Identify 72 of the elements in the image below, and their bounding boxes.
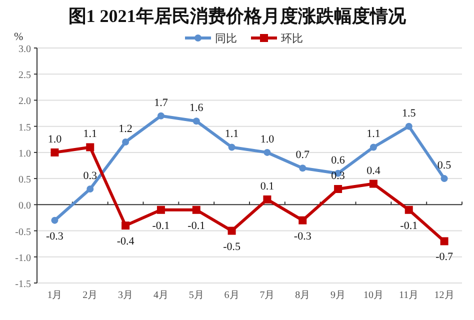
y-tick-label: 2.5	[18, 70, 31, 82]
data-label: 1.2	[118, 123, 132, 135]
y-tick-label: -1.5	[15, 279, 31, 290]
data-label: -0.1	[188, 220, 206, 232]
y-tick-label: 0.5	[18, 174, 31, 186]
data-label: -0.5	[223, 240, 241, 253]
point	[192, 206, 200, 214]
x-tick-label: 3月	[118, 290, 134, 301]
data-label: 0.6	[331, 154, 346, 166]
y-tick-label: 3.0	[18, 44, 31, 55]
data-label: -0.7	[436, 251, 454, 264]
data-label: 1.0	[48, 133, 62, 146]
data-label: 0.1	[260, 180, 274, 192]
point	[122, 138, 130, 146]
x-tick-label: 7月	[260, 290, 275, 301]
point	[228, 226, 236, 235]
point	[228, 144, 236, 151]
point	[50, 148, 59, 156]
legend-label: 同比	[215, 32, 237, 45]
data-label: 0.5	[437, 160, 452, 172]
point	[122, 222, 130, 230]
x-tick-label: 2月	[82, 290, 98, 301]
data-label: -0.1	[400, 220, 418, 232]
data-label: 0.4	[366, 164, 381, 177]
x-tick-label: 10月	[363, 290, 384, 301]
point	[440, 175, 448, 182]
x-tick-label: 11月	[399, 290, 419, 301]
data-label: -0.3	[294, 230, 312, 242]
point	[405, 122, 412, 130]
point	[51, 216, 58, 224]
x-tick-label: 8月	[295, 290, 310, 301]
data-label: 1.5	[402, 107, 416, 120]
chart-title: 图1 2021年居民消费价格月度涨跌幅度情况	[68, 6, 407, 26]
data-label: 1.7	[154, 96, 168, 109]
point	[299, 164, 306, 172]
y-tick-label: 2.0	[18, 96, 31, 108]
point	[86, 143, 94, 152]
point	[298, 216, 307, 224]
data-label: -0.4	[116, 236, 135, 248]
y-tick-label: -0.5	[15, 226, 31, 238]
point	[264, 148, 271, 156]
point	[404, 206, 413, 214]
data-label: -0.3	[46, 230, 64, 242]
y-tick-label: 1.0	[18, 148, 31, 160]
legend-label: 环比	[281, 32, 303, 45]
point	[370, 144, 377, 151]
data-label: 0.7	[296, 149, 310, 162]
y-axis-title: %	[14, 31, 24, 43]
point	[157, 112, 164, 120]
y-tick-label: 0.0	[18, 200, 31, 212]
point	[86, 186, 94, 192]
data-label: 1.6	[190, 102, 204, 114]
x-tick-label: 9月	[330, 290, 346, 301]
point	[334, 185, 342, 193]
data-label: -0.1	[152, 220, 170, 232]
data-label: 1.0	[260, 133, 275, 146]
x-tick-label: 6月	[224, 290, 240, 301]
point	[369, 180, 378, 188]
point	[156, 206, 165, 214]
data-label: 0.3	[83, 170, 98, 182]
x-tick-label: 4月	[153, 290, 168, 301]
point	[263, 195, 272, 204]
point	[192, 118, 200, 125]
point	[440, 237, 448, 246]
data-label: 1.1	[83, 128, 97, 140]
x-tick-label: 12月	[434, 290, 454, 301]
x-tick-label: 1月	[47, 290, 62, 301]
data-label: 1.1	[366, 128, 380, 140]
x-tick-label: 5月	[188, 290, 204, 301]
y-tick-label: -1.0	[15, 252, 31, 264]
data-label: 1.1	[224, 128, 239, 140]
y-tick-label: 1.5	[18, 122, 31, 134]
